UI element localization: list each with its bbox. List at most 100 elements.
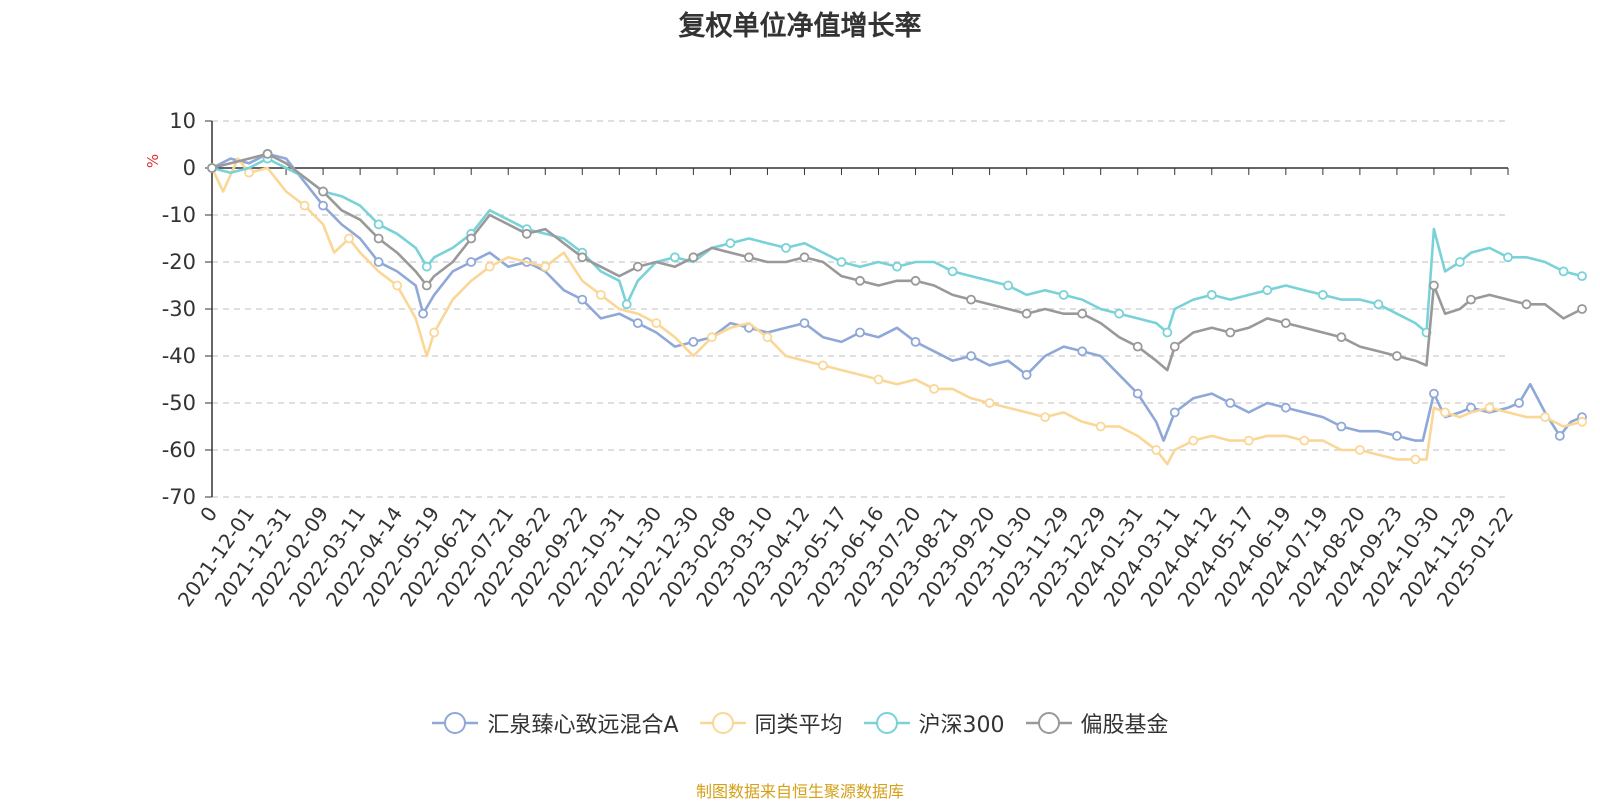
series-point bbox=[621, 299, 632, 310]
series-point bbox=[781, 242, 791, 253]
series-point bbox=[1354, 445, 1365, 455]
y-tick-label: -70 bbox=[162, 485, 196, 509]
series-point bbox=[484, 261, 495, 272]
series-point bbox=[262, 148, 273, 159]
series-point bbox=[873, 374, 884, 385]
series-point bbox=[1466, 294, 1476, 305]
series-point bbox=[762, 332, 773, 343]
legend-swatch bbox=[863, 712, 910, 734]
grid-layer bbox=[212, 120, 1508, 498]
series-point bbox=[207, 163, 217, 173]
y-tick-label: -30 bbox=[162, 297, 196, 321]
series-point bbox=[466, 257, 477, 267]
series-point bbox=[1336, 332, 1347, 343]
series-1 bbox=[207, 157, 1587, 466]
series-point bbox=[1373, 299, 1384, 310]
series-point bbox=[373, 257, 384, 267]
series-point bbox=[1429, 280, 1439, 291]
series-point bbox=[836, 257, 847, 267]
series-point bbox=[318, 200, 328, 211]
series-point bbox=[725, 238, 736, 249]
series-line bbox=[211, 152, 1583, 442]
series-point bbox=[577, 294, 588, 305]
series-point bbox=[799, 318, 810, 329]
series-point bbox=[1058, 289, 1069, 300]
y-tick-label: 0 bbox=[183, 156, 196, 180]
series-point bbox=[929, 383, 939, 394]
series-point bbox=[466, 233, 477, 244]
legend: 汇泉臻心致远混合A 同类平均 沪深300 偏股基金 bbox=[0, 707, 1600, 739]
series-point bbox=[1336, 421, 1347, 432]
y-axis-label: % bbox=[144, 154, 162, 168]
series-point bbox=[595, 289, 606, 300]
series-point bbox=[651, 318, 662, 329]
series-point bbox=[318, 186, 328, 197]
series-point bbox=[1095, 421, 1106, 432]
legend-item-1[interactable]: 同类平均 bbox=[699, 707, 843, 739]
series-point bbox=[1503, 252, 1513, 263]
legend-label: 偏股基金 bbox=[1080, 713, 1169, 738]
series-point bbox=[688, 252, 699, 263]
series-point bbox=[521, 228, 532, 239]
series-point bbox=[418, 308, 428, 319]
series-3 bbox=[207, 148, 1587, 372]
source-note: 制图数据来自恒生聚源数据库 bbox=[695, 782, 904, 801]
legend-item-3[interactable]: 偏股基金 bbox=[1025, 707, 1169, 739]
series-point bbox=[1577, 416, 1587, 427]
series-point bbox=[1169, 341, 1180, 352]
legend-label: 同类平均 bbox=[754, 713, 843, 738]
series-point bbox=[910, 275, 921, 286]
legend-item-0[interactable]: 汇泉臻心致远混合A bbox=[431, 707, 679, 739]
y-tick-label: 10 bbox=[169, 109, 196, 133]
series-point bbox=[669, 252, 680, 263]
legend-label: 汇泉臻心致远混合A bbox=[487, 713, 679, 738]
series-point bbox=[1151, 445, 1162, 455]
series-point bbox=[892, 261, 902, 272]
series-point bbox=[1484, 402, 1495, 413]
series-point bbox=[1280, 318, 1291, 329]
series-point bbox=[1558, 266, 1569, 277]
legend-label: 沪深300 bbox=[918, 713, 1005, 738]
series-point bbox=[799, 252, 810, 263]
series-point bbox=[429, 327, 440, 338]
series-point bbox=[1132, 388, 1143, 399]
series-point bbox=[373, 219, 384, 230]
series-point bbox=[855, 327, 865, 338]
series-point bbox=[1021, 308, 1032, 319]
series-point bbox=[577, 252, 588, 263]
series-point bbox=[688, 336, 699, 347]
y-tick-label: -60 bbox=[162, 438, 196, 462]
series-point bbox=[1392, 351, 1402, 361]
series-point bbox=[1577, 271, 1587, 282]
series-point bbox=[1077, 346, 1088, 357]
legend-item-2[interactable]: 沪深300 bbox=[863, 707, 1005, 739]
series-point bbox=[1262, 285, 1273, 296]
series-point bbox=[1521, 299, 1532, 310]
series-point bbox=[966, 351, 976, 361]
series-point bbox=[421, 280, 432, 291]
y-tick-label: -10 bbox=[162, 203, 196, 227]
legend-swatch bbox=[699, 712, 746, 734]
series-point bbox=[373, 233, 384, 244]
series-point bbox=[1410, 454, 1421, 465]
legend-swatch bbox=[1025, 712, 1072, 734]
legend-swatch bbox=[432, 712, 479, 734]
series-point bbox=[947, 266, 958, 277]
series-point bbox=[1317, 289, 1328, 300]
series-point bbox=[1077, 308, 1088, 319]
series-point bbox=[1577, 304, 1587, 314]
series-point bbox=[344, 233, 354, 244]
series-layer bbox=[207, 148, 1587, 466]
series-point bbox=[1454, 257, 1465, 267]
series-point bbox=[1514, 398, 1525, 408]
series-point bbox=[421, 261, 432, 272]
series-point bbox=[1003, 280, 1014, 291]
series-line bbox=[210, 157, 1583, 466]
y-tick-label: -20 bbox=[162, 250, 196, 274]
series-point bbox=[1132, 341, 1143, 352]
series-point bbox=[1243, 435, 1254, 446]
series-0 bbox=[207, 148, 1587, 442]
series-point bbox=[540, 261, 551, 272]
y-tick-label: -50 bbox=[162, 391, 196, 415]
